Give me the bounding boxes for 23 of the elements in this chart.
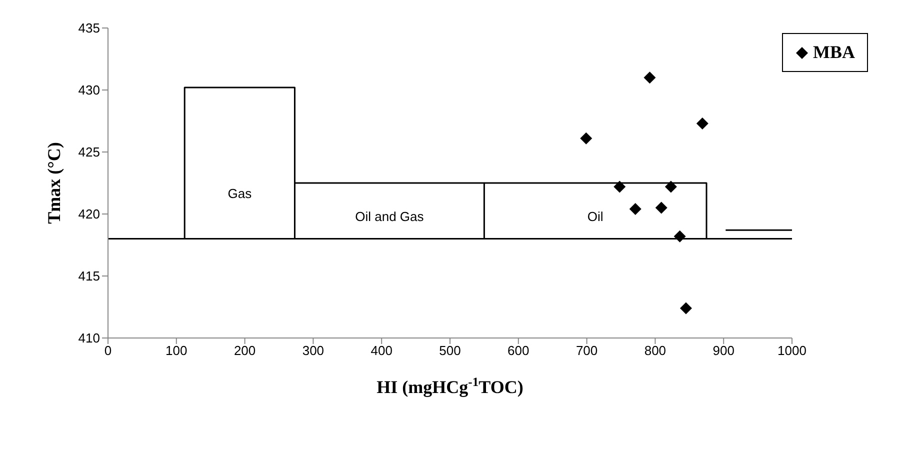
- annotation: Oil and Gas: [355, 209, 424, 224]
- annotation: Gas: [228, 186, 252, 202]
- y-tick-label: 435: [78, 20, 100, 36]
- y-tick-label: 425: [78, 144, 100, 160]
- x-tick-label: 1000: [778, 343, 806, 358]
- x-tick-label: 800: [644, 343, 666, 358]
- y-tick-label: 430: [78, 82, 100, 98]
- x-tick-label: 200: [234, 343, 256, 358]
- x-tick-label: 0: [104, 343, 112, 358]
- y-tick-label: 420: [78, 206, 100, 222]
- x-tick-label: 900: [712, 343, 734, 358]
- x-tick-label: 700: [576, 343, 598, 358]
- x-tick-label: 100: [166, 343, 188, 358]
- x-tick-label: 400: [370, 343, 392, 358]
- y-tick-label: 410: [78, 330, 100, 346]
- legend-label: MBA: [813, 42, 855, 63]
- annotation: Oil: [587, 209, 604, 224]
- x-tick-label: 500: [439, 343, 461, 358]
- y-axis-title: Tmax (°C): [44, 142, 64, 224]
- y-tick-label: 415: [78, 268, 100, 284]
- x-axis-title: HI (mgHCg$^{-1}$TOC): [376, 375, 524, 397]
- x-tick-label: 300: [302, 343, 324, 358]
- x-tick-label: 600: [508, 343, 530, 358]
